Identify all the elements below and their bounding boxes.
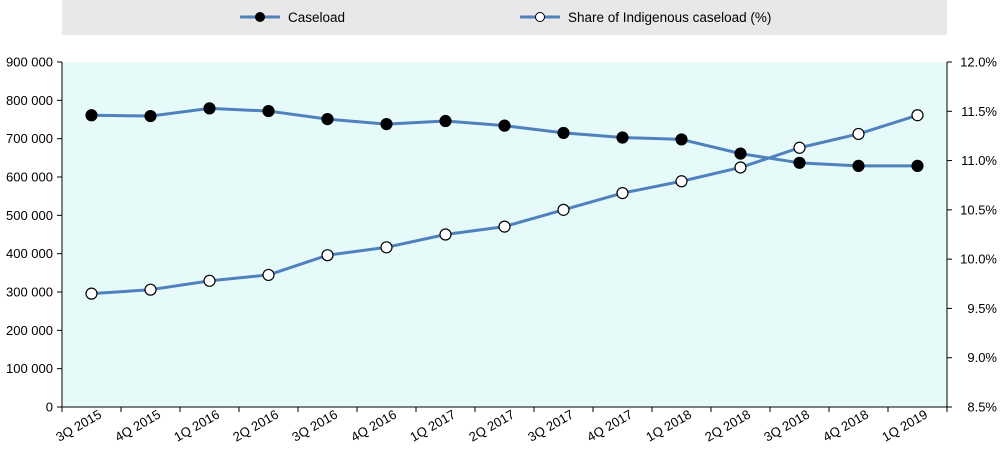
caseload-point [911,159,924,172]
share-point [911,109,924,122]
y-right-tick-label: 10.5% [960,202,997,217]
legend-share-marker [535,12,545,22]
y-left-tick-label: 800 000 [6,93,53,108]
x-tick-label: 4Q 2017 [584,407,635,445]
y-left-tick-label: 100 000 [6,361,53,376]
share-point [85,287,98,300]
x-tick-label: 3Q 2018 [761,407,812,445]
caseload-point [557,126,570,140]
share-point [144,283,157,296]
caseload-point [734,147,747,160]
share-point [262,268,275,282]
share-point [793,141,806,154]
caseload-point [203,102,216,115]
caseload-point [380,117,393,131]
y-left-tick-label: 200 000 [6,323,53,338]
x-tick-label: 2Q 2017 [466,407,517,445]
caseload-point [675,133,688,146]
y-left-tick-label: 300 000 [6,285,53,300]
x-tick-label: 3Q 2017 [525,407,576,445]
y-left-tick-label: 900 000 [6,55,53,70]
share-point [203,274,216,287]
x-tick-label: 4Q 2018 [820,407,871,445]
x-tick-label: 1Q 2019 [879,407,930,445]
share-point [321,249,334,262]
y-right-tick-label: 9.5% [967,301,997,316]
caseload-point [439,114,452,128]
share-point [380,241,393,254]
caseload-point [321,113,334,126]
axes [57,61,952,412]
y-left-tick-label: 0 [46,400,53,415]
share-point [439,228,452,241]
plot-area [62,62,947,407]
x-tick-label: 1Q 2018 [643,407,694,445]
x-tick-label: 3Q 2016 [289,407,340,445]
x-tick-label: 4Q 2015 [112,407,163,445]
caseload-point [262,104,275,118]
caseload-point [793,156,806,169]
caseload-point [616,131,629,144]
y-right-tick-label: 11.0% [961,153,997,168]
y-right-tick-label: 9.0% [967,350,997,365]
y-right-tick-label: 10.0% [960,252,997,267]
x-tick-label: 1Q 2017 [407,407,458,445]
x-axis-labels: 3Q 2015 4Q 2015 1Q 2016 2Q 2016 3Q 2016 4Q 20… [53,407,930,445]
y-left-tick-label: 600 000 [6,170,53,185]
x-tick-label: 1Q 2016 [171,407,222,445]
y-right-tick-label: 8.5% [967,400,997,415]
y-axis-right-labels: 8.5% 9.0% 9.5% 10.0% 10.5% 11.0% 11.5% 12.0% [960,55,997,415]
share-point [852,127,865,141]
share-point [498,220,511,233]
share-point [616,187,629,200]
y-right-tick-label: 12.0% [960,55,997,70]
legend-item-share: Share of Indigenous caseload (%) [520,10,771,25]
caseload-point [144,109,157,123]
y-left-tick-label: 400 000 [6,246,53,261]
share-point [557,203,570,216]
legend-caseload-label: Caseload [288,10,345,25]
x-tick-label: 4Q 2016 [348,407,399,445]
x-tick-label: 2Q 2016 [230,407,281,445]
share-point [734,161,747,174]
share-point [675,175,688,188]
y-axis-left-labels: 0 100 000 200 000 300 000 400 000 500 000 600 … [6,55,53,415]
caseload-point [85,109,98,122]
y-left-tick-label: 500 000 [6,208,53,223]
x-tick-label: 2Q 2018 [702,407,753,445]
legend-item-caseload: Caseload [240,10,345,25]
caseload-point [852,159,865,172]
legend-caseload-marker [255,12,265,22]
x-tick-label: 3Q 2015 [53,407,104,445]
legend-share-label: Share of Indigenous caseload (%) [568,10,771,25]
y-right-tick-label: 11.5% [961,104,997,119]
y-left-tick-label: 700 000 [6,131,53,146]
legend-box [62,0,947,35]
series-markers [85,102,924,300]
caseload-point [498,119,511,132]
